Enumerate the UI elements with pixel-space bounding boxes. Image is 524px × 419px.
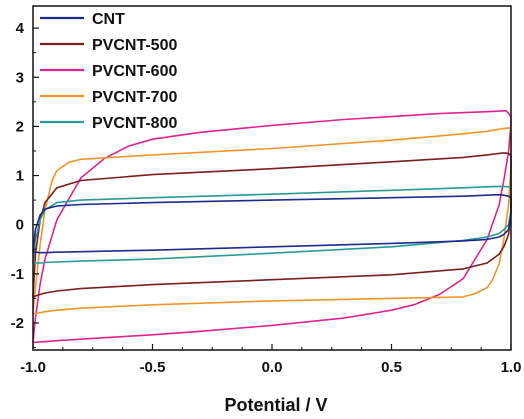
- series-line-cnt: [32, 193, 512, 254]
- legend-label: CNT: [92, 11, 125, 28]
- legend: CNT PVCNT-500 PVCNT-600 PVCNT-700 PVCNT-800: [40, 11, 177, 132]
- series-layer: [32, 109, 512, 344]
- series-line-pvcnt-700: [32, 127, 512, 315]
- x-tick-label: -0.5: [140, 359, 166, 376]
- y-tick-label: 0: [16, 217, 24, 234]
- legend-label: PVCNT-800: [92, 115, 177, 132]
- x-tick-label: -1.0: [20, 359, 46, 376]
- x-tick-label: 0.5: [381, 359, 402, 376]
- y-tick-label: 3: [16, 69, 24, 86]
- y-tick-label: 1: [16, 168, 24, 185]
- x-axis-title: Potential / V: [224, 395, 327, 415]
- legend-label: PVCNT-500: [92, 37, 177, 54]
- x-tick-label: 0.0: [262, 359, 283, 376]
- series-line-pvcnt-500: [32, 152, 512, 299]
- y-tick-label: 4: [16, 20, 25, 37]
- legend-label: PVCNT-700: [92, 89, 177, 106]
- x-tick-label: 1.0: [501, 359, 522, 376]
- y-tick-label: -1: [11, 266, 24, 283]
- legend-label: PVCNT-600: [92, 63, 177, 80]
- y-tick-label: -2: [11, 315, 24, 332]
- y-tick-label: 2: [16, 118, 24, 135]
- ticks-layer: -1.0 -0.5 0.0 0.5 1.0 -2 -1 0 1 2 3 4: [11, 20, 522, 376]
